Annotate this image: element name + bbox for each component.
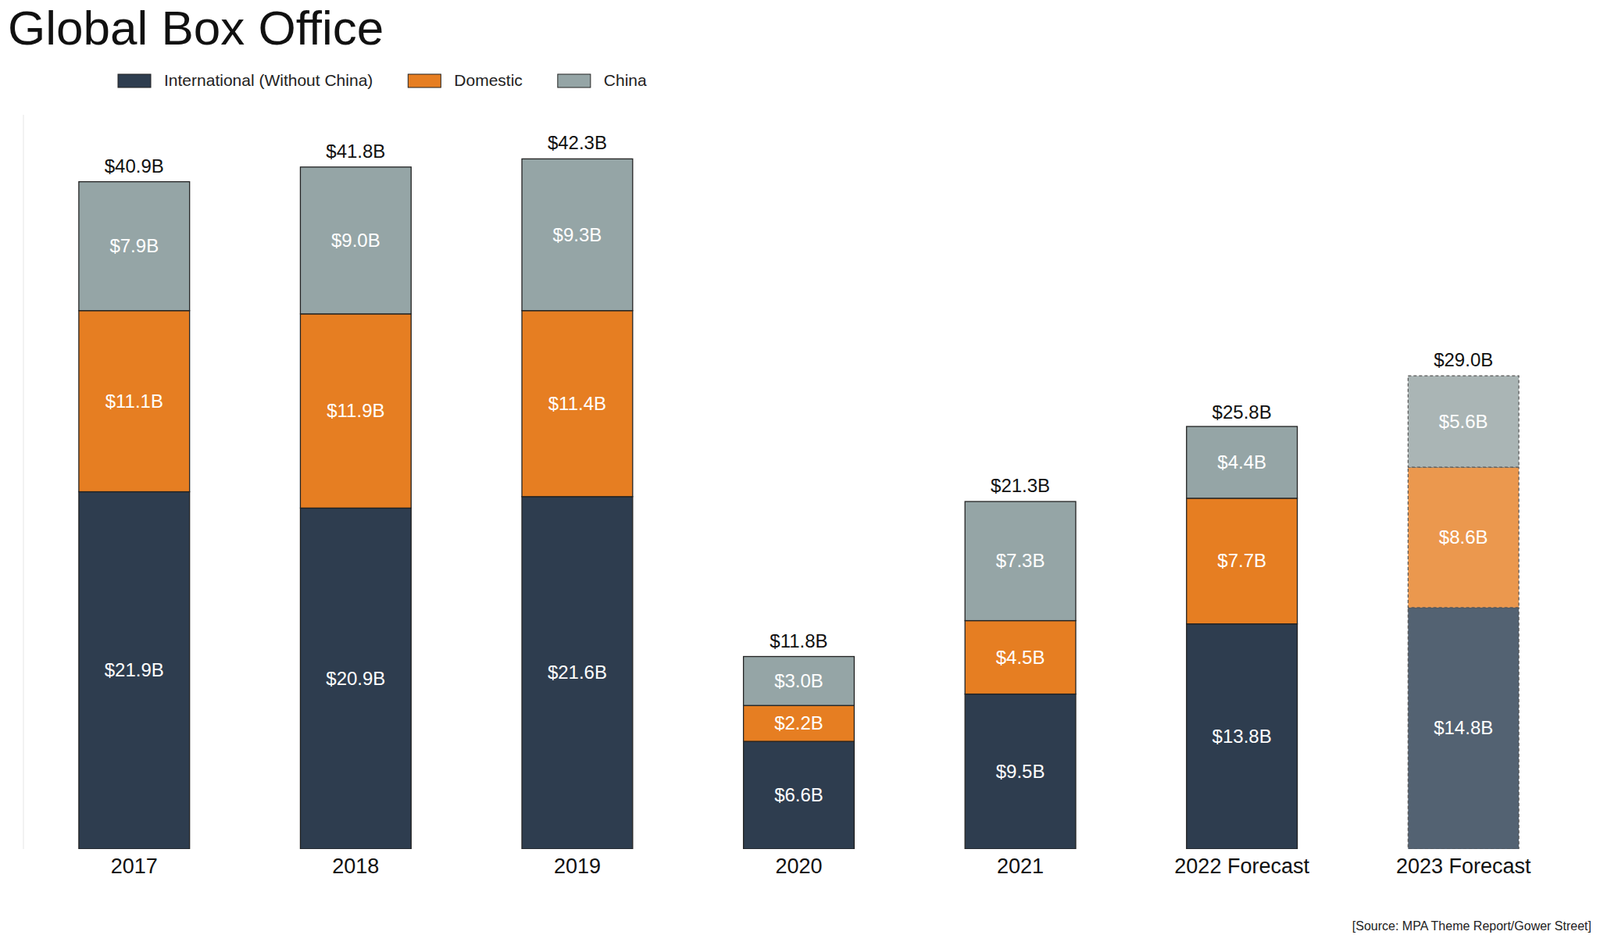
bar-segment (964, 621, 1076, 695)
data-label: $14.8B (1433, 717, 1493, 739)
bar-segment (300, 167, 411, 315)
data-label: $7.7B (1217, 550, 1267, 572)
total-label: $42.3B (547, 132, 608, 154)
x-tick-label: 2018 (332, 854, 379, 879)
total-label: $11.8B (769, 630, 828, 652)
chart: Global Box Office International (Without … (0, 0, 1600, 942)
x-tick-label: 2020 (775, 854, 822, 879)
data-label: $7.9B (109, 235, 159, 257)
labels: $21.9B $11.1B $7.9B $40.9B $20.9B $11.9B $9.0B… (104, 132, 1494, 806)
x-tick-label: 2023 Forecast (1396, 854, 1532, 879)
data-label: $5.6B (1439, 410, 1489, 433)
bar-segment (1186, 624, 1298, 850)
bar-segment (743, 705, 855, 742)
legend-label: China (603, 71, 647, 90)
y-axis-line (23, 114, 25, 850)
data-label: $9.0B (331, 229, 381, 251)
legend-label: Domestic (453, 71, 523, 90)
bar-segment (964, 694, 1076, 850)
bar-segment (78, 182, 190, 311)
bar-segment (1407, 607, 1519, 850)
x-tick-label: 2017 (110, 854, 158, 879)
bar-segment (1186, 426, 1298, 499)
bar-segment (1186, 498, 1298, 625)
bar-segment (1407, 375, 1519, 468)
data-label: $21.6B (547, 661, 608, 683)
data-label: $3.0B (774, 670, 824, 692)
legend-swatch (407, 74, 441, 88)
bar-segment (1407, 467, 1519, 608)
data-label: $11.1B (105, 390, 164, 412)
bar-segment (78, 492, 190, 850)
bar-segment (964, 501, 1076, 621)
data-label: $8.6B (1439, 526, 1489, 548)
data-label: $6.6B (774, 784, 824, 806)
bar-segment (300, 507, 411, 850)
bar-segment (78, 310, 190, 493)
bar-segment (743, 741, 855, 850)
bars (78, 158, 1519, 850)
data-label: $9.3B (553, 224, 603, 246)
bar-segment (743, 657, 855, 707)
data-label: $11.9B (326, 400, 385, 422)
bar-segment (521, 310, 633, 497)
data-label: $4.5B (996, 646, 1046, 668)
legend-label: International (Without China) (164, 71, 373, 90)
x-tick-label: 2019 (553, 854, 601, 879)
data-label: $7.3B (996, 550, 1046, 572)
title: Global Box Office (7, 0, 384, 55)
source: [Source: MPA Theme Report/Gower Street] (1352, 919, 1592, 933)
data-label: $13.8B (1212, 725, 1272, 747)
legend-swatch (557, 74, 591, 88)
bar-segment (521, 496, 633, 850)
data-label: $11.4B (548, 392, 607, 415)
total-label: $41.8B (325, 140, 386, 162)
x-tick-label: 2021 (996, 854, 1044, 879)
x-tick-label: 2022 Forecast (1174, 854, 1310, 879)
data-label: $21.9B (104, 659, 165, 681)
total-label: $40.9B (104, 155, 165, 177)
data-label: $9.5B (996, 760, 1046, 783)
data-label: $2.2B (774, 712, 824, 734)
data-label: $20.9B (325, 667, 386, 690)
total-label: $25.8B (1212, 401, 1272, 423)
legend-swatch (117, 74, 151, 88)
total-label: $21.3B (990, 475, 1050, 497)
bar-segment (521, 158, 633, 311)
data-label: $4.4B (1217, 451, 1267, 473)
bar-segment (300, 314, 411, 509)
total-label: $29.0B (1433, 349, 1493, 371)
